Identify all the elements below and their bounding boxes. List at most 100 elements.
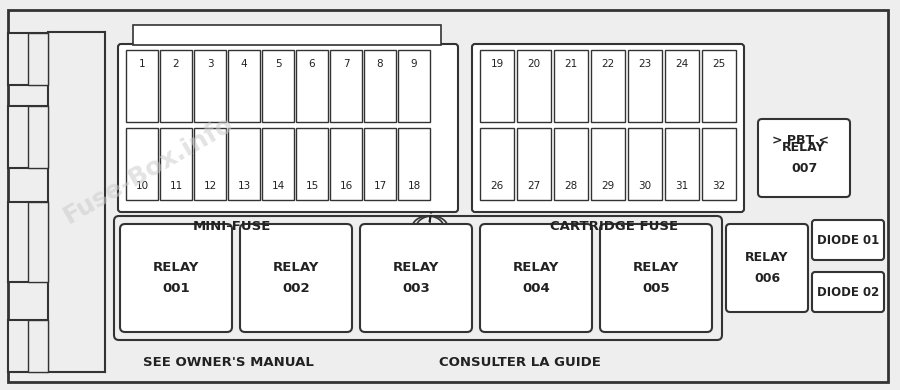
FancyBboxPatch shape	[554, 128, 588, 200]
Text: 11: 11	[169, 181, 183, 191]
FancyBboxPatch shape	[360, 224, 472, 332]
Text: 31: 31	[675, 181, 688, 191]
Text: 19: 19	[491, 59, 504, 69]
FancyBboxPatch shape	[480, 128, 514, 200]
Text: 17: 17	[374, 181, 387, 191]
FancyBboxPatch shape	[296, 50, 328, 122]
Text: 25: 25	[713, 59, 725, 69]
FancyBboxPatch shape	[398, 50, 430, 122]
Text: 26: 26	[491, 181, 504, 191]
Text: 7: 7	[343, 59, 349, 69]
FancyBboxPatch shape	[126, 50, 158, 122]
FancyBboxPatch shape	[126, 128, 158, 200]
FancyBboxPatch shape	[472, 44, 744, 212]
Text: 5: 5	[274, 59, 282, 69]
FancyBboxPatch shape	[296, 128, 328, 200]
FancyBboxPatch shape	[8, 10, 888, 382]
Text: RELAY
007: RELAY 007	[782, 141, 826, 175]
Text: 9: 9	[410, 59, 418, 69]
Text: Fuse-Box.info: Fuse-Box.info	[58, 112, 238, 229]
FancyBboxPatch shape	[160, 50, 192, 122]
Text: 29: 29	[601, 181, 615, 191]
FancyBboxPatch shape	[8, 320, 48, 372]
FancyBboxPatch shape	[812, 220, 884, 260]
Text: 23: 23	[638, 59, 652, 69]
FancyBboxPatch shape	[28, 106, 48, 168]
Text: 16: 16	[339, 181, 353, 191]
Text: RELAY
005: RELAY 005	[633, 261, 680, 295]
Text: DIODE 01: DIODE 01	[817, 234, 879, 246]
Text: 21: 21	[564, 59, 578, 69]
FancyBboxPatch shape	[262, 128, 294, 200]
Text: CONSULTER LA GUIDE: CONSULTER LA GUIDE	[439, 356, 601, 369]
FancyBboxPatch shape	[812, 272, 884, 312]
Text: > PBT <: > PBT <	[771, 133, 829, 147]
FancyBboxPatch shape	[194, 128, 226, 200]
FancyBboxPatch shape	[591, 128, 625, 200]
FancyBboxPatch shape	[133, 25, 441, 45]
FancyBboxPatch shape	[262, 50, 294, 122]
FancyBboxPatch shape	[480, 224, 592, 332]
FancyBboxPatch shape	[702, 50, 736, 122]
FancyBboxPatch shape	[480, 50, 514, 122]
Text: CARTRIDGE FUSE: CARTRIDGE FUSE	[550, 220, 678, 234]
Text: RELAY
001: RELAY 001	[153, 261, 199, 295]
FancyBboxPatch shape	[628, 50, 662, 122]
FancyBboxPatch shape	[28, 320, 48, 372]
FancyBboxPatch shape	[160, 128, 192, 200]
FancyBboxPatch shape	[8, 202, 48, 282]
FancyBboxPatch shape	[758, 119, 850, 197]
Text: 12: 12	[203, 181, 217, 191]
FancyBboxPatch shape	[665, 128, 699, 200]
Text: 24: 24	[675, 59, 688, 69]
Text: RELAY
002: RELAY 002	[273, 261, 320, 295]
Text: 2: 2	[173, 59, 179, 69]
Text: 13: 13	[238, 181, 250, 191]
FancyBboxPatch shape	[364, 50, 396, 122]
FancyBboxPatch shape	[665, 50, 699, 122]
Text: 6: 6	[309, 59, 315, 69]
Text: 28: 28	[564, 181, 578, 191]
Text: RELAY
006: RELAY 006	[745, 251, 788, 285]
FancyBboxPatch shape	[228, 128, 260, 200]
FancyBboxPatch shape	[8, 33, 48, 85]
FancyBboxPatch shape	[118, 44, 458, 212]
FancyBboxPatch shape	[330, 128, 362, 200]
FancyBboxPatch shape	[330, 50, 362, 122]
FancyBboxPatch shape	[120, 224, 232, 332]
Text: 14: 14	[272, 181, 284, 191]
FancyBboxPatch shape	[600, 224, 712, 332]
Text: i: i	[428, 213, 432, 225]
FancyBboxPatch shape	[591, 50, 625, 122]
Text: RELAY
003: RELAY 003	[392, 261, 439, 295]
Text: 15: 15	[305, 181, 319, 191]
Text: 22: 22	[601, 59, 615, 69]
Text: 32: 32	[713, 181, 725, 191]
Text: 8: 8	[377, 59, 383, 69]
Text: DIODE 02: DIODE 02	[817, 285, 879, 298]
FancyBboxPatch shape	[628, 128, 662, 200]
Text: 30: 30	[638, 181, 652, 191]
FancyBboxPatch shape	[8, 106, 48, 168]
Text: 20: 20	[527, 59, 541, 69]
FancyBboxPatch shape	[517, 128, 551, 200]
Text: RELAY
004: RELAY 004	[513, 261, 559, 295]
FancyBboxPatch shape	[726, 224, 808, 312]
FancyBboxPatch shape	[28, 33, 48, 85]
Text: 27: 27	[527, 181, 541, 191]
Text: 10: 10	[135, 181, 148, 191]
Text: 3: 3	[207, 59, 213, 69]
FancyBboxPatch shape	[554, 50, 588, 122]
FancyBboxPatch shape	[194, 50, 226, 122]
Text: MINI-FUSE: MINI-FUSE	[193, 220, 271, 234]
Text: 18: 18	[408, 181, 420, 191]
FancyBboxPatch shape	[28, 202, 48, 282]
FancyBboxPatch shape	[364, 128, 396, 200]
FancyBboxPatch shape	[228, 50, 260, 122]
FancyBboxPatch shape	[240, 224, 352, 332]
Text: SEE OWNER'S MANUAL: SEE OWNER'S MANUAL	[142, 356, 313, 369]
Text: 1: 1	[139, 59, 145, 69]
FancyBboxPatch shape	[398, 128, 430, 200]
FancyBboxPatch shape	[517, 50, 551, 122]
FancyBboxPatch shape	[702, 128, 736, 200]
